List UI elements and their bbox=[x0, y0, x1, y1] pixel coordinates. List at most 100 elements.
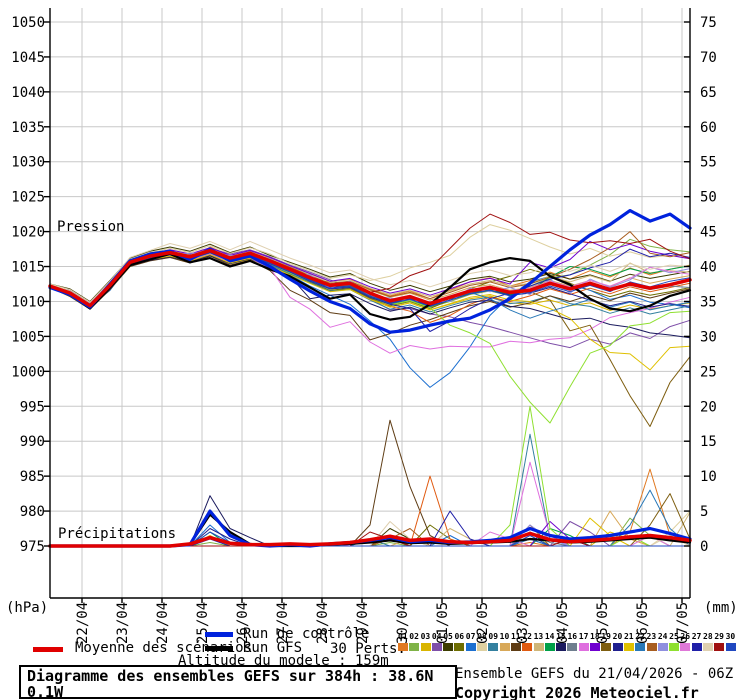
pert-color-21 bbox=[623, 643, 634, 651]
svg-text:05/05: 05/05 bbox=[595, 602, 611, 644]
svg-text:(mm): (mm) bbox=[704, 600, 738, 616]
pert-color-28 bbox=[703, 643, 714, 651]
pert-number-30: 30 bbox=[725, 632, 736, 641]
svg-text:27/04: 27/04 bbox=[275, 602, 291, 644]
pert-color-13 bbox=[533, 643, 544, 651]
perturbation-strip: 01 02 03 04 05 06 07 08 09 10 11 12 13 14 15 16 17 18 19 20… bbox=[398, 632, 738, 651]
pert-number-03: 03 bbox=[420, 632, 431, 641]
pert-color-03 bbox=[420, 643, 431, 651]
pert-number-22: 22 bbox=[635, 632, 645, 641]
chart-title-box: Diagramme des ensembles GEFS sur 384h : … bbox=[19, 665, 457, 700]
chart-title: Diagramme des ensembles GEFS sur 384h : … bbox=[27, 667, 434, 700]
ensemble-mean-line bbox=[48, 248, 692, 548]
svg-text:02/05: 02/05 bbox=[475, 602, 491, 644]
pert-color-05 bbox=[443, 643, 454, 651]
pert-number-06: 06 bbox=[454, 632, 465, 641]
svg-text:30/04: 30/04 bbox=[395, 602, 411, 644]
pert-number-19: 19 bbox=[601, 632, 611, 641]
svg-text:25/04: 25/04 bbox=[195, 602, 211, 644]
svg-text:01/05: 01/05 bbox=[435, 602, 451, 644]
svg-text:(hPa): (hPa) bbox=[6, 600, 48, 616]
svg-text:975: 975 bbox=[20, 539, 45, 555]
svg-text:23/04: 23/04 bbox=[115, 602, 131, 644]
svg-text:25: 25 bbox=[700, 364, 717, 380]
pert-color-07 bbox=[465, 643, 476, 651]
svg-text:45: 45 bbox=[700, 225, 717, 241]
pert-number-07: 07 bbox=[465, 632, 476, 641]
pert-number-21: 21 bbox=[623, 632, 634, 641]
pert-color-08 bbox=[477, 643, 488, 651]
svg-text:03/05: 03/05 bbox=[515, 602, 531, 644]
svg-text:0: 0 bbox=[700, 539, 708, 555]
pert-color-16 bbox=[567, 643, 578, 651]
svg-text:15: 15 bbox=[700, 434, 717, 450]
svg-text:06/05: 06/05 bbox=[635, 602, 651, 644]
pert-number-17: 17 bbox=[578, 632, 589, 641]
pert-number-12: 12 bbox=[522, 632, 532, 641]
svg-text:65: 65 bbox=[700, 85, 717, 101]
legend-mean-label: Moyenne des scénarios bbox=[75, 640, 253, 656]
legend-control-label: Run de contrôle bbox=[243, 626, 370, 642]
axes bbox=[49, 8, 691, 599]
svg-text:24/04: 24/04 bbox=[155, 602, 171, 644]
pert-color-27 bbox=[691, 643, 702, 651]
svg-text:29/04: 29/04 bbox=[355, 602, 371, 644]
svg-text:70: 70 bbox=[700, 50, 717, 66]
pert-color-10 bbox=[499, 643, 510, 651]
pert-number-04: 04 bbox=[431, 632, 442, 641]
svg-text:10: 10 bbox=[700, 469, 717, 485]
svg-text:04/05: 04/05 bbox=[555, 602, 571, 644]
control-line-swatch bbox=[205, 632, 233, 637]
pert-number-10: 10 bbox=[499, 632, 510, 641]
pert-color-01 bbox=[398, 643, 408, 651]
svg-text:50: 50 bbox=[700, 190, 717, 206]
pert-color-29 bbox=[714, 643, 725, 651]
pert-number-11: 11 bbox=[510, 632, 521, 641]
pert-number-08: 08 bbox=[477, 632, 487, 641]
mean-line-swatch bbox=[33, 647, 63, 652]
svg-text:5: 5 bbox=[700, 504, 708, 520]
pert-color-09 bbox=[488, 643, 499, 651]
pert-number-09: 09 bbox=[488, 632, 499, 641]
svg-text:Précipitations: Précipitations bbox=[58, 526, 176, 542]
pert-color-30 bbox=[725, 643, 736, 651]
pert-number-18: 18 bbox=[590, 632, 600, 641]
axis-ticks-and-labels: 1050104510401035103010251020101510101005… bbox=[6, 15, 738, 644]
copyright: Copyright 2026 Meteociel.fr bbox=[455, 684, 699, 700]
pert-number-27: 27 bbox=[691, 632, 702, 641]
pert-color-04 bbox=[431, 643, 442, 651]
ensemble-chart: 1050104510401035103010251020101510101005… bbox=[6, 8, 738, 644]
pressure-gridlines bbox=[50, 21, 690, 547]
svg-text:60: 60 bbox=[700, 120, 717, 136]
pert-number-23: 23 bbox=[646, 632, 657, 641]
pert-color-12 bbox=[522, 643, 533, 651]
svg-text:07/05: 07/05 bbox=[675, 602, 691, 644]
perturbation-members bbox=[49, 213, 691, 547]
svg-text:1010: 1010 bbox=[11, 294, 45, 310]
svg-text:990: 990 bbox=[20, 434, 45, 450]
pert-color-22 bbox=[635, 643, 646, 651]
svg-text:55: 55 bbox=[700, 155, 717, 171]
legend-perts-label: 30 Perts. bbox=[330, 641, 406, 657]
svg-text:75: 75 bbox=[700, 15, 717, 31]
svg-text:1045: 1045 bbox=[11, 50, 45, 66]
svg-text:980: 980 bbox=[20, 504, 45, 520]
pert-number-25: 25 bbox=[669, 632, 679, 641]
svg-text:Pression: Pression bbox=[57, 219, 124, 235]
pert-color-02 bbox=[409, 643, 420, 651]
gfs-line-swatch bbox=[205, 646, 233, 651]
perturbation-numbers: 01 02 03 04 05 06 07 08 09 10 11 12 13 14 15 16 17 18 19 20… bbox=[398, 632, 738, 641]
pert-color-25 bbox=[669, 643, 680, 651]
pert-number-24: 24 bbox=[657, 632, 668, 641]
svg-text:22/04: 22/04 bbox=[75, 602, 91, 644]
svg-text:20: 20 bbox=[700, 399, 717, 415]
pert-number-15: 15 bbox=[556, 632, 566, 641]
svg-text:1035: 1035 bbox=[11, 120, 45, 136]
svg-text:1040: 1040 bbox=[11, 85, 45, 101]
pert-color-17 bbox=[578, 643, 589, 651]
perturbation-color-squares bbox=[398, 643, 738, 651]
svg-text:28/04: 28/04 bbox=[315, 602, 331, 644]
svg-text:35: 35 bbox=[700, 294, 717, 310]
pert-color-06 bbox=[454, 643, 465, 651]
